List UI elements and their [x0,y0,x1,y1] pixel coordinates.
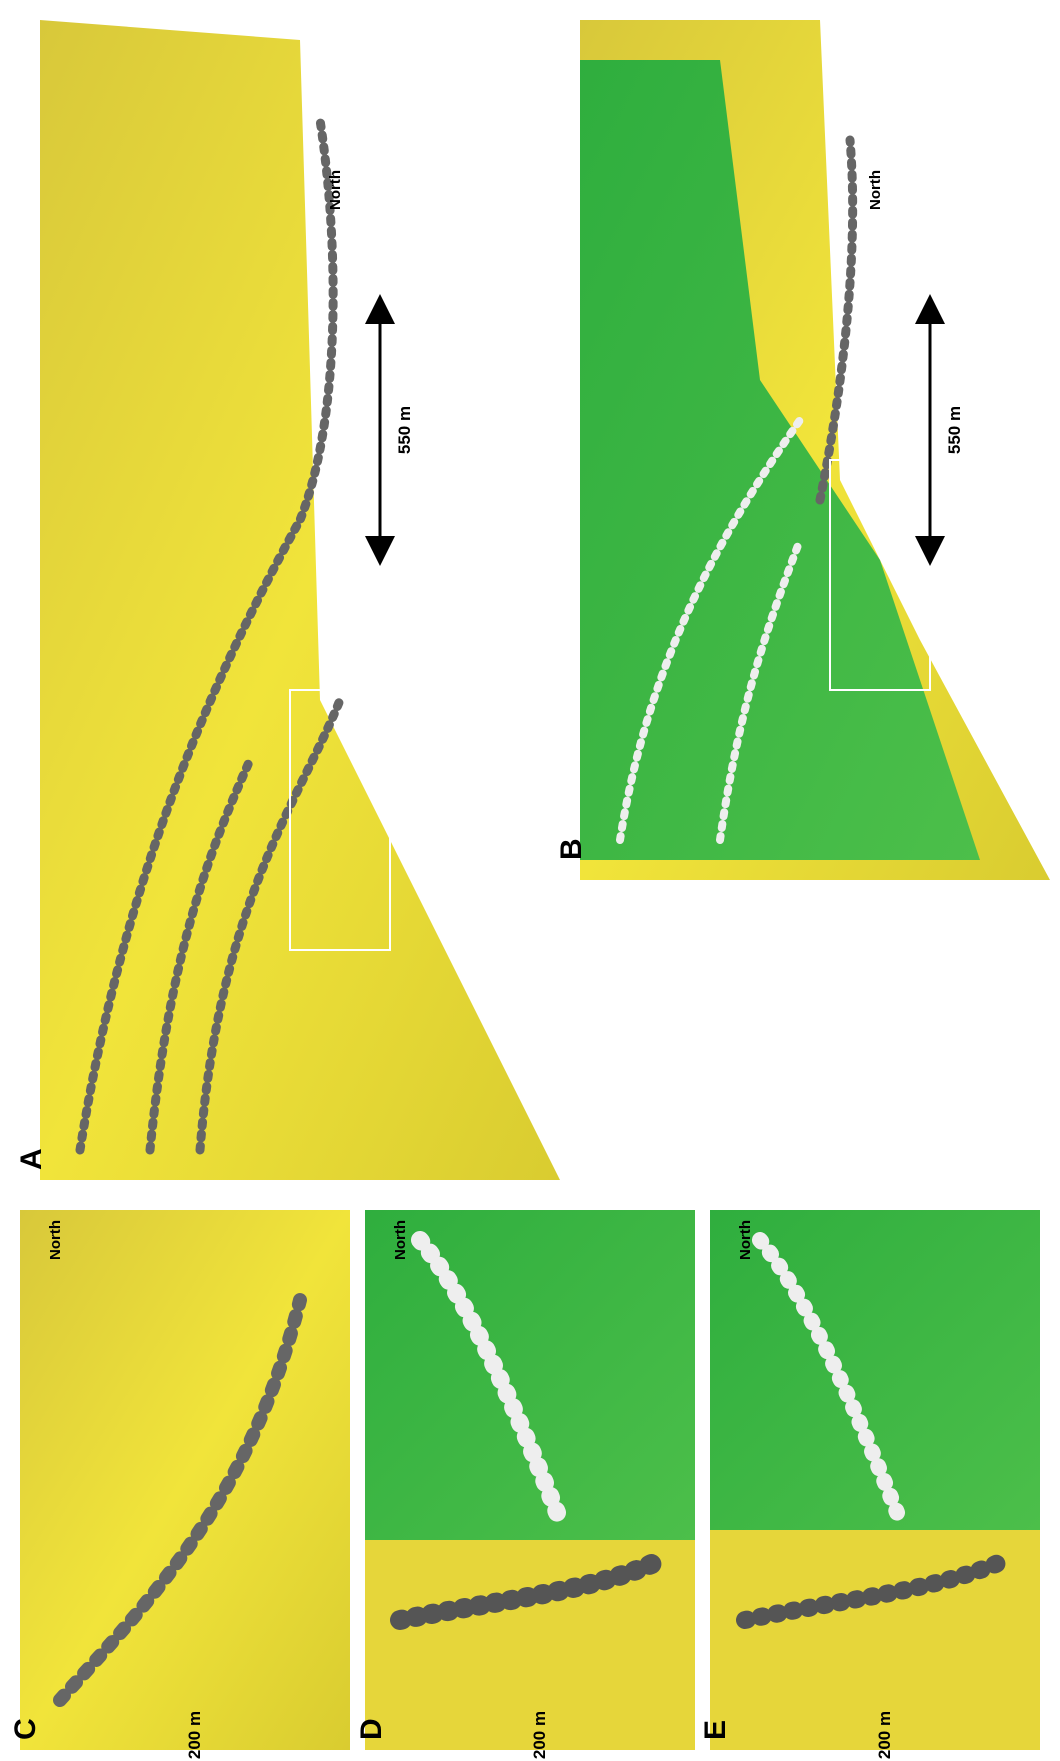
north-label: North [327,170,344,210]
water [365,1210,695,1540]
figure: A North 550 m B North 550 m C North 200 m D North 2… [0,0,1060,1761]
terrain [20,1210,350,1750]
panel-c [20,1210,350,1750]
north-label: North [867,170,884,210]
panel-a [40,20,560,1180]
scale-label: 550 m [395,406,414,454]
scale-label: 550 m [945,406,964,454]
north-label: North [392,1220,409,1260]
water [710,1210,1040,1530]
scale-label: 200 m [875,1711,894,1759]
scale-label: 200 m [530,1711,549,1759]
scale-label: 200 m [185,1711,204,1759]
panel-label: A [15,1148,48,1170]
north-label: North [737,1220,754,1260]
panel-d [365,1210,695,1750]
panel-label: C [9,1718,42,1740]
panel-b [580,20,1050,880]
panel-e [710,1210,1040,1750]
panel-label: E [699,1720,732,1740]
panel-label: D [355,1718,388,1740]
north-label: North [47,1220,64,1260]
terrain [40,20,560,1180]
panel-label: B [555,838,588,860]
